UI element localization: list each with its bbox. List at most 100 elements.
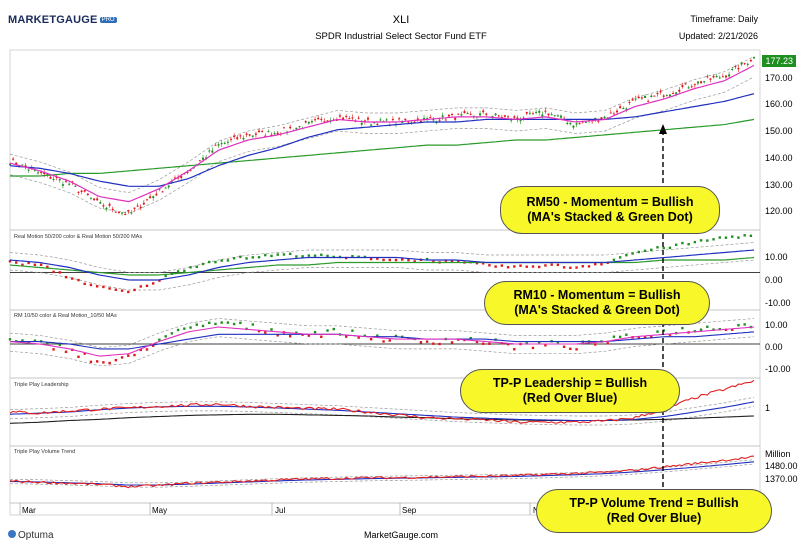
rm50-point	[83, 282, 86, 286]
price-candle	[385, 119, 388, 121]
price-candle	[40, 172, 43, 174]
rm10-point	[531, 346, 535, 350]
rm10-point	[214, 322, 217, 326]
rm50-point	[127, 290, 130, 294]
rm10-point	[52, 348, 55, 351]
rm50-point	[176, 270, 180, 273]
volume-unit: Million	[765, 449, 791, 459]
rm10-point	[656, 330, 659, 333]
price-candle	[597, 120, 600, 122]
rm10-point	[475, 340, 479, 344]
price-candle	[454, 117, 457, 120]
optuma-text: Optuma	[18, 530, 54, 541]
price-candle	[152, 196, 155, 199]
price-candle	[703, 81, 706, 83]
price-candle	[124, 213, 127, 215]
timeframe-label: Timeframe: Daily	[690, 14, 758, 24]
price-candle	[619, 106, 622, 109]
volume-blue-line	[9, 461, 755, 486]
price-candle	[740, 62, 743, 65]
rm50-point	[220, 259, 223, 262]
price-candle	[314, 119, 317, 121]
price-tick: 130.00	[765, 180, 793, 190]
rm10-point	[562, 345, 566, 348]
price-candle	[628, 101, 631, 103]
price-candle	[239, 135, 242, 137]
price-candle	[310, 121, 313, 123]
price-candle	[307, 121, 310, 124]
rm10-point	[712, 328, 715, 331]
price-candle	[603, 116, 606, 119]
rm10-point	[195, 323, 198, 326]
month-label: Mar	[22, 506, 36, 515]
rm50-point	[326, 254, 329, 258]
price-candle	[724, 75, 727, 78]
rm10-point	[139, 348, 142, 352]
rm50-point	[706, 239, 709, 242]
rm10-point	[612, 335, 616, 338]
rm10-point	[108, 361, 111, 365]
rm10-ma10-line	[9, 326, 755, 357]
rm10-point	[276, 334, 279, 337]
rm50-point	[257, 256, 261, 259]
rm50-point	[158, 279, 161, 282]
price-candle	[89, 197, 92, 199]
price-candle	[457, 113, 460, 115]
rm10-point	[506, 342, 510, 346]
rm10-point	[201, 324, 205, 328]
rm10-point	[83, 352, 86, 355]
rm50-point	[201, 262, 205, 266]
rm10-point	[183, 327, 186, 330]
price-candle	[99, 202, 102, 204]
price-upper-band	[9, 56, 755, 193]
price-candle	[74, 185, 77, 187]
price-candle	[61, 184, 64, 186]
price-candle	[27, 169, 30, 171]
rm50-tick: 10.00	[765, 252, 788, 262]
price-candle	[538, 110, 541, 113]
rm50-point	[226, 259, 230, 262]
rm50-point	[413, 260, 416, 263]
price-candle	[86, 193, 89, 196]
rm50-point	[58, 271, 62, 274]
rm10-upper-band	[9, 318, 755, 348]
rm50-point	[120, 289, 124, 292]
rm10-point	[376, 334, 379, 337]
callout-volume-line1: TP-P Volume Trend = Bullish	[569, 496, 739, 510]
rm50-point	[513, 265, 516, 268]
callout-rm50-line2: (MA's Stacked & Green Dot)	[527, 210, 693, 224]
rm50-point	[506, 266, 510, 269]
rm10-point	[575, 348, 578, 351]
price-candle	[535, 111, 538, 113]
volume-panel-label: Triple Play Volume Trend	[14, 449, 76, 455]
rm50-point	[288, 252, 292, 256]
rm50-point	[481, 262, 485, 265]
price-candle	[180, 176, 183, 178]
price-candle	[684, 83, 687, 85]
rm50-point	[562, 266, 566, 269]
price-candle	[659, 90, 662, 93]
rm10-lower-band	[9, 336, 755, 367]
callout-leadership-line2: (Red Over Blue)	[522, 391, 618, 405]
optuma-icon	[8, 530, 16, 538]
price-candle	[214, 144, 217, 146]
rm10-point	[425, 340, 429, 343]
price-candle	[525, 112, 528, 114]
price-candle	[338, 115, 341, 117]
price-candle	[553, 115, 556, 117]
rm10-point	[438, 342, 441, 346]
logo-text: MARKETGAUGE	[8, 14, 98, 26]
rm50-point	[731, 235, 734, 238]
price-candle	[323, 121, 326, 123]
rm10-point	[625, 333, 628, 336]
price-candle	[616, 110, 619, 113]
rm10-point	[594, 343, 597, 346]
price-candle	[662, 95, 665, 97]
leadership-upper-band	[9, 396, 755, 417]
rm10-point	[64, 350, 68, 353]
price-candle	[366, 117, 369, 120]
rm50-point	[189, 266, 192, 269]
price-candle	[198, 160, 201, 162]
price-lower-band	[9, 76, 755, 214]
